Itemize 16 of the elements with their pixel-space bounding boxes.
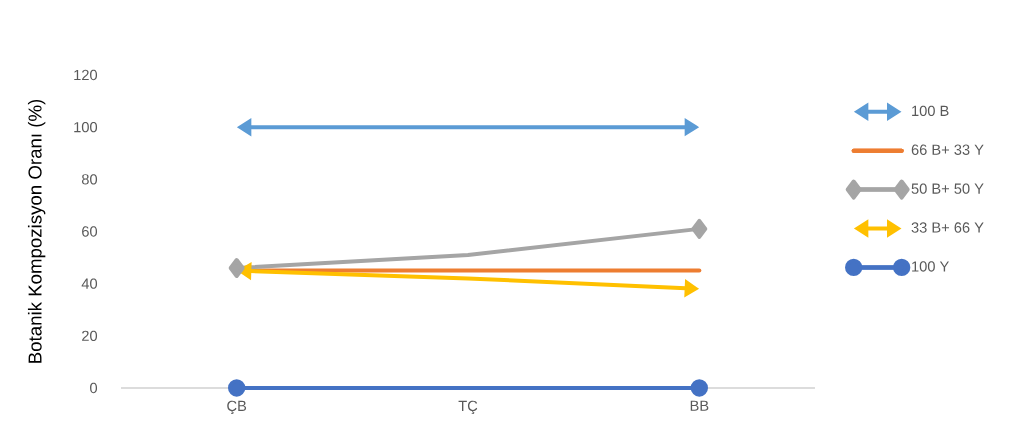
y-tick-label: 100 <box>74 121 98 133</box>
legend-label: 50 B+ 50 Y <box>911 183 984 194</box>
y-tick-label: 40 <box>81 278 98 289</box>
legend-label: 100 Y <box>912 261 949 272</box>
legend-label: 33 B+ 66 Y <box>911 222 984 233</box>
x-tick-label: TÇ <box>458 400 478 415</box>
y-tick-label: 0 <box>90 382 98 394</box>
y-axis-title: Botanik Kompozisyon Oranı (%) <box>27 99 46 363</box>
x-tick-label: ÇB <box>227 400 247 415</box>
y-tick-label: 120 <box>74 69 98 81</box>
x-tick-label: BB <box>690 400 709 411</box>
y-tick-label: 60 <box>82 226 98 237</box>
y-tick-label: 80 <box>81 174 98 185</box>
legend-label: 100 B <box>912 105 949 117</box>
y-tick-label: 20 <box>82 330 98 342</box>
legend-label: 66 B+ 33 Y <box>911 144 984 155</box>
